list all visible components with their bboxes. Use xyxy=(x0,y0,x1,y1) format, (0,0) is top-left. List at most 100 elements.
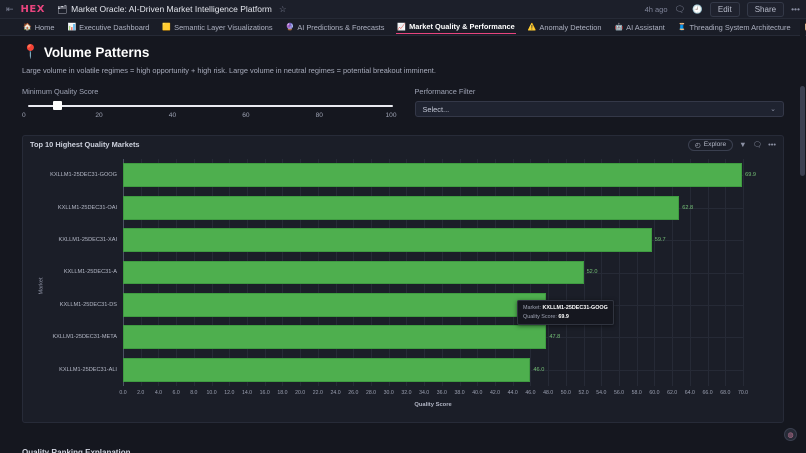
bar-value-label: 47.8 xyxy=(549,334,561,341)
grid-line-vertical xyxy=(743,159,744,386)
nav-tab-executive-dashboard[interactable]: 📊 Executive Dashboard xyxy=(66,21,150,34)
next-section-title: Quality Ranking Explanation xyxy=(22,448,131,453)
x-tick-label: 62.0 xyxy=(667,390,678,396)
x-tick-label: 8.0 xyxy=(190,390,198,396)
tooltip-score-value: 69.9 xyxy=(558,313,569,320)
page-subtitle: Large volume in volatile regimes = high … xyxy=(22,66,436,75)
nav-tab-anomaly-detection[interactable]: ⚠️ Anomaly Detection xyxy=(527,21,603,34)
x-tick-label: 50.0 xyxy=(560,390,571,396)
chart-card: Top 10 Highest Quality Markets ◴ Explore… xyxy=(22,135,784,423)
bar-row[interactable]: KXLLM1-25DEC31-ALI 46.0 xyxy=(59,357,743,382)
nav-tab-label: AI Predictions & Forecasts xyxy=(297,22,385,32)
nav-tab-ai-predictions-forecasts[interactable]: 🔮 AI Predictions & Forecasts xyxy=(285,21,386,34)
bar-category-label: KXLLM1-25DEC31-GOOG xyxy=(50,172,117,179)
bar[interactable] xyxy=(123,357,531,382)
bar-value-label: 46.0 xyxy=(533,366,545,373)
slider-tick-label: 20 xyxy=(95,112,103,119)
min-quality-score-control: Minimum Quality Score 0 20 40 60 80 100 xyxy=(22,87,397,122)
x-tick-label: 52.0 xyxy=(578,390,589,396)
nav-tab-label: Threading System Architecture xyxy=(689,22,791,32)
nav-tab-threading-system-architecture[interactable]: 🧵 Threading System Architecture xyxy=(677,21,792,34)
performance-filter-select[interactable]: Select... ⌄ xyxy=(414,101,784,117)
bar-row[interactable]: KXLLM1-25DEC31-META 47.8 xyxy=(52,325,743,350)
slider-tick-label: 60 xyxy=(242,112,250,119)
explore-label: Explore xyxy=(703,141,727,148)
x-axis-ticks: 0.0 2.0 4.0 6.0 8.0 10.0 12.0 14.0 16.0 18.0 20.0 2… xyxy=(119,386,748,400)
slider-tick-label: 0 xyxy=(22,112,26,119)
x-tick-label: 44.0 xyxy=(507,390,518,396)
explore-button[interactable]: ◴ Explore xyxy=(688,138,734,151)
chart-tooltip: Market: KXLLM1-25DEC31-GOOG Quality Scor… xyxy=(517,300,614,326)
more-options-icon[interactable]: ••• xyxy=(768,140,776,149)
page-title-text: Volume Patterns xyxy=(43,44,150,60)
x-tick-label: 56.0 xyxy=(613,390,625,396)
nav-tab-label: Executive Dashboard xyxy=(79,22,150,32)
nav-tab-icon: 🔮 xyxy=(285,24,295,31)
comment-icon[interactable]: 🗨 xyxy=(674,3,686,14)
slider-tick-label: 80 xyxy=(315,112,323,119)
compass-icon: ◴ xyxy=(695,141,701,149)
x-tick-label: 16.0 xyxy=(259,390,270,396)
more-options-icon[interactable]: ••• xyxy=(791,4,800,14)
y-axis-title: Market xyxy=(38,276,45,295)
hex-logo[interactable]: HEX xyxy=(20,3,45,15)
slider-track[interactable] xyxy=(28,105,393,107)
x-tick-label: 18.0 xyxy=(277,390,288,396)
tooltip-market-line: Market: KXLLM1-25DEC31-GOOG xyxy=(523,304,608,313)
bar[interactable] xyxy=(123,228,652,253)
bar-row[interactable]: KXLLM1-25DEC31-A 52.0 xyxy=(64,260,743,285)
x-tick-label: 42.0 xyxy=(489,390,501,396)
sidebar-toggle-icon[interactable]: ⇤ xyxy=(6,3,14,14)
page-scrollbar-thumb[interactable] xyxy=(800,86,805,176)
chart-card-tools: ◴ Explore ▼ 🗨 ••• xyxy=(688,138,776,151)
nav-tab-label: AI Assistant xyxy=(626,22,665,32)
nav-tab-ai-assistant[interactable]: 🤖 AI Assistant xyxy=(613,21,665,34)
page-title: 📍 Volume Patterns xyxy=(22,44,784,60)
bar[interactable] xyxy=(123,325,547,350)
x-tick-label: 40.0 xyxy=(472,390,483,396)
bar-row[interactable]: KXLLM1-25DEC31-XAI 59.7 xyxy=(59,228,743,253)
nav-tab-icon: ⚠️ xyxy=(527,24,537,31)
x-tick-label: 68.0 xyxy=(720,390,731,396)
bar-row[interactable]: KXLLM1-25DEC31-OAI 62.8 xyxy=(58,195,743,220)
bar[interactable] xyxy=(123,260,584,285)
bar-row[interactable]: KXLLM1-25DEC31-GOOG 69.9 xyxy=(50,163,756,188)
share-button[interactable]: Share xyxy=(746,1,785,17)
x-tick-label: 10.0 xyxy=(206,390,217,396)
bar-row[interactable]: KXLLM1-25DEC31-DS47.8 xyxy=(60,292,743,317)
bar-category-label: KXLLM1-25DEC31-META xyxy=(52,334,117,341)
funnel-icon[interactable]: ▼ xyxy=(739,140,747,149)
performance-filter-value: Select... xyxy=(422,104,450,114)
plot-area: 0.0 2.0 4.0 6.0 8.0 10.0 12.0 14.0 16.0 18.0 20.0 2… xyxy=(50,159,756,408)
x-tick-label: 58.0 xyxy=(631,390,642,396)
history-icon[interactable]: 🕘 xyxy=(692,3,703,14)
document-icon: 🗂 xyxy=(56,4,68,14)
tooltip-market-key: Market: xyxy=(523,305,541,311)
edit-button[interactable]: Edit xyxy=(709,1,740,17)
comment-icon[interactable]: 🗨 xyxy=(752,140,763,149)
page-scrollbar-track[interactable] xyxy=(800,20,805,453)
x-tick-label: 48.0 xyxy=(543,390,554,396)
nav-tab-market-quality-performance[interactable]: 📈 Market Quality & Performance xyxy=(396,20,516,34)
nav-tab-semantic-layer-visualizations[interactable]: 🟨 Semantic Layer Visualizations xyxy=(161,21,273,34)
controls-row: Minimum Quality Score 0 20 40 60 80 100 Perfo… xyxy=(22,87,784,122)
slider-tick-label: 100 xyxy=(385,112,397,119)
favorite-star-icon[interactable]: ☆ xyxy=(278,3,287,14)
nav-tab-label: Market Quality & Performance xyxy=(409,22,515,31)
chart-plot: Market 0.0 2.0 4.0 6.0 8.0 10.0 12.0 14.0 16.0 18… xyxy=(27,153,779,418)
min-quality-score-label: Minimum Quality Score xyxy=(22,87,99,96)
bar[interactable] xyxy=(123,195,680,220)
x-tick-label: 24.0 xyxy=(330,390,341,396)
document-title: Market Oracle: AI-Driven Market Intellig… xyxy=(71,4,272,14)
nav-tab-icon: 🤖 xyxy=(614,24,624,31)
nav-tab-home[interactable]: 🏠 Home xyxy=(22,21,55,34)
bar[interactable] xyxy=(123,163,743,188)
slider-handle[interactable] xyxy=(53,101,62,110)
bar[interactable] xyxy=(123,292,547,317)
min-quality-score-slider[interactable] xyxy=(22,101,397,111)
nav-tab-icon: 📈 xyxy=(397,23,407,31)
assistant-fab-button[interactable]: ◍ xyxy=(784,428,797,441)
x-tick-label: 34.0 xyxy=(419,390,430,396)
x-tick-label: 60.0 xyxy=(649,390,660,396)
x-tick-label: 46.0 xyxy=(525,390,536,396)
